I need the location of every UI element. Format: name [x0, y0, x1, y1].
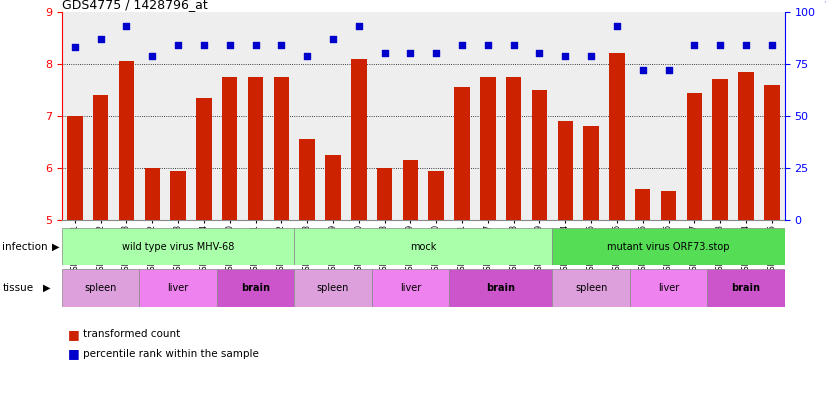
Bar: [629, 269, 707, 307]
Point: [326, 36, 339, 42]
Point: [301, 52, 314, 59]
Point: [145, 52, 159, 59]
Point: [482, 42, 495, 48]
Text: brain: brain: [487, 283, 515, 293]
Bar: [686, 92, 702, 220]
Point: [636, 67, 649, 73]
Point: [223, 42, 236, 48]
Bar: [294, 269, 372, 307]
Point: [120, 23, 133, 29]
Point: [662, 67, 675, 73]
Bar: [248, 77, 263, 220]
Bar: [351, 59, 367, 220]
Text: GDS4775 / 1428796_at: GDS4775 / 1428796_at: [62, 0, 207, 11]
Point: [765, 42, 778, 48]
Bar: [170, 171, 186, 220]
Bar: [764, 85, 780, 220]
Bar: [93, 95, 108, 220]
Text: spleen: spleen: [84, 283, 116, 293]
Bar: [609, 53, 624, 220]
Point: [714, 42, 727, 48]
Bar: [222, 77, 237, 220]
Bar: [553, 269, 629, 307]
Text: %: %: [824, 0, 826, 10]
Bar: [661, 191, 676, 220]
Text: mutant virus ORF73.stop: mutant virus ORF73.stop: [607, 242, 730, 252]
Text: ■: ■: [68, 347, 79, 360]
Bar: [294, 228, 553, 265]
Text: infection: infection: [2, 242, 48, 252]
Bar: [429, 171, 444, 220]
Bar: [377, 168, 392, 220]
Text: spleen: spleen: [317, 283, 349, 293]
Point: [275, 42, 288, 48]
Point: [585, 52, 598, 59]
Point: [688, 42, 701, 48]
Point: [197, 42, 211, 48]
Bar: [299, 140, 315, 220]
Bar: [216, 269, 294, 307]
Text: transformed count: transformed count: [83, 329, 180, 339]
Bar: [62, 269, 140, 307]
Text: wild type virus MHV-68: wild type virus MHV-68: [122, 242, 235, 252]
Bar: [635, 189, 650, 220]
Point: [94, 36, 107, 42]
Text: liver: liver: [400, 283, 421, 293]
Bar: [738, 72, 753, 220]
Bar: [553, 228, 785, 265]
Point: [404, 50, 417, 57]
Bar: [62, 228, 294, 265]
Point: [455, 42, 468, 48]
Point: [558, 52, 572, 59]
Bar: [712, 79, 728, 220]
Bar: [583, 127, 599, 220]
Bar: [196, 98, 211, 220]
Text: tissue: tissue: [2, 283, 34, 293]
Bar: [119, 61, 134, 220]
Point: [430, 50, 443, 57]
Bar: [140, 269, 216, 307]
Text: percentile rank within the sample: percentile rank within the sample: [83, 349, 259, 359]
Text: spleen: spleen: [575, 283, 607, 293]
Bar: [372, 269, 449, 307]
Bar: [449, 269, 553, 307]
Text: ■: ■: [68, 327, 79, 341]
Bar: [558, 121, 573, 220]
Point: [69, 44, 82, 50]
Point: [249, 42, 262, 48]
Point: [352, 23, 365, 29]
Bar: [532, 90, 547, 220]
Bar: [325, 155, 340, 220]
Bar: [273, 77, 289, 220]
Point: [610, 23, 624, 29]
Bar: [67, 116, 83, 220]
Bar: [454, 87, 470, 220]
Text: brain: brain: [732, 283, 761, 293]
Bar: [402, 160, 418, 220]
Text: liver: liver: [658, 283, 679, 293]
Text: ▶: ▶: [52, 242, 59, 252]
Bar: [707, 269, 785, 307]
Point: [533, 50, 546, 57]
Point: [378, 50, 392, 57]
Bar: [506, 77, 521, 220]
Point: [172, 42, 185, 48]
Text: brain: brain: [241, 283, 270, 293]
Text: liver: liver: [168, 283, 188, 293]
Text: mock: mock: [411, 242, 436, 252]
Bar: [480, 77, 496, 220]
Bar: [145, 168, 160, 220]
Text: ▶: ▶: [43, 283, 50, 293]
Point: [507, 42, 520, 48]
Point: [739, 42, 752, 48]
